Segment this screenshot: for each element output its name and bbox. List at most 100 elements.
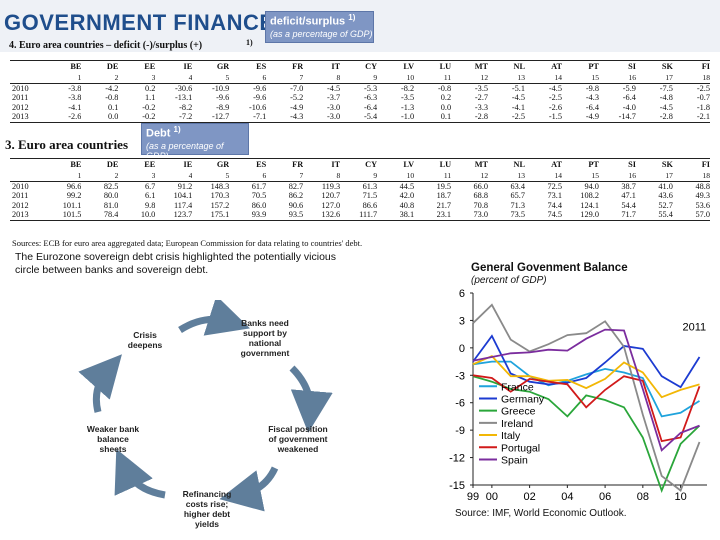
table-cell: -5.4 [340, 112, 378, 123]
column-number: 14 [525, 171, 562, 182]
y-tick-label: -3 [455, 370, 465, 382]
table-cell: -0.8 [437, 83, 452, 93]
arrow-right [289, 365, 333, 433]
table-cell: 170.3 [210, 191, 230, 200]
table-cell: 19.5 [436, 181, 452, 191]
column-header: DE [81, 60, 119, 73]
table-cell: -0.2 [142, 102, 156, 112]
table-cell: 78.4 [81, 210, 119, 221]
table-cell: 10.0 [118, 210, 156, 221]
legend-label: France [501, 381, 534, 393]
column-header: ES [229, 60, 267, 73]
caption: The Eurozone sovereign debt crisis highl… [15, 251, 337, 276]
column-number: 7 [266, 171, 304, 182]
table-cell: -6.4 [364, 102, 378, 112]
debt-callout-title: Debt [146, 127, 171, 140]
table-row: 2010 -3.8 -4.2 0.2 -30.6 -10.9 -9.6 -7.0 -4.5 -5.… [10, 83, 710, 93]
table-cell: 57.0 [672, 210, 710, 221]
page-title: GOVERNMENT FINANCE [4, 10, 275, 35]
table-cell: 123.7 [155, 210, 193, 221]
table-cell: -3.5 [474, 83, 489, 93]
debt-callout-sup: 1) [173, 125, 181, 134]
table-cell: 0.2 [144, 83, 156, 93]
column-header: AT [525, 158, 562, 171]
column-header: BE [44, 158, 82, 171]
table-cell: -3.7 [327, 93, 341, 102]
table-cell: 38.1 [377, 210, 415, 221]
column-header: LU [414, 60, 452, 73]
column-number: 2 [81, 171, 119, 182]
table-cell: 86.6 [362, 200, 378, 210]
deficit-callout: deficit/surplus 1) (as a percentage of G… [265, 11, 374, 43]
table-cell: 96.6 [66, 181, 82, 191]
table-cell: -0.8 [105, 93, 119, 102]
column-number: 16 [598, 73, 636, 84]
table-cell: 65.7 [510, 191, 526, 200]
debt-callout-subtitle: (as a percentage of GDP) [146, 141, 224, 161]
table-cell: -5.1 [511, 83, 526, 93]
table-cell: -14.7 [598, 112, 636, 123]
series-line-ireland [472, 303, 701, 492]
table-cell: 21.7 [436, 200, 452, 210]
column-number: 1 [44, 171, 82, 182]
table-cell: 70.5 [251, 191, 267, 200]
table-cell: 9.8 [144, 200, 156, 210]
legend-label: Germany [501, 393, 545, 405]
table-cell: -7.1 [229, 112, 267, 123]
column-number: 12 [451, 171, 489, 182]
table-cell: 129.0 [562, 210, 599, 221]
y-tick-label: -9 [455, 425, 465, 437]
column-number: 4 [155, 73, 193, 84]
table-cell: -8.2 [400, 83, 415, 93]
table-cell: 55.4 [635, 210, 673, 221]
column-number: 4 [155, 171, 193, 182]
column-number: 18 [672, 171, 710, 182]
column-number: 6 [229, 73, 267, 84]
table-cell: 99.2 [66, 191, 82, 200]
table-cell: 93.9 [229, 210, 267, 221]
chart-annotation: 2011 [682, 321, 706, 333]
table-header-row: BE DE EE IE GR ES FR IT CY LV LU MT NL AT PT SI SK FI [10, 158, 710, 171]
column-number: 10 [377, 171, 415, 182]
table-cell: 66.0 [473, 181, 489, 191]
column-header: NL [488, 158, 526, 171]
table-cell: -4.0 [622, 102, 636, 112]
table-cell: 70.8 [473, 200, 489, 210]
table-cell: 94.0 [584, 181, 599, 191]
column-header: FR [266, 60, 304, 73]
column-header: EE [118, 158, 156, 171]
table-cell: -1.3 [400, 102, 415, 112]
column-header: BE [44, 60, 82, 73]
y-tick-label: -6 [455, 398, 465, 410]
column-header: GR [192, 158, 230, 171]
chart-title: General Govenment Balance [471, 262, 628, 274]
table-cell: 104.1 [173, 191, 193, 200]
row-year: 2012 [12, 102, 29, 112]
table-cell: 73.0 [451, 210, 489, 221]
table-cell: -4.5 [511, 93, 526, 102]
table-cell: 74.4 [547, 200, 562, 210]
table-cell: 23.1 [414, 210, 452, 221]
table-corner [10, 158, 45, 171]
column-header: CY [340, 60, 378, 73]
table-cell: -5.9 [622, 83, 636, 93]
legend-label: Portugal [501, 442, 540, 454]
table-cell: -1.5 [525, 112, 562, 123]
table-cell: 0.0 [81, 112, 119, 123]
table-header-row: BE DE EE IE GR ES FR IT CY LV LU MT NL AT PT SI SK FI [10, 60, 710, 73]
table-cell: -10.9 [211, 83, 230, 93]
column-number: 11 [414, 73, 452, 84]
column-header: MT [451, 60, 489, 73]
table-cell: -4.9 [562, 112, 599, 123]
table-cell: 90.6 [288, 200, 304, 210]
table-cell: 0.0 [440, 102, 452, 112]
table-cell: 73.1 [547, 191, 562, 200]
column-header: MT [451, 158, 489, 171]
table-cell: -6.4 [622, 93, 636, 102]
column-header: LV [377, 158, 415, 171]
table-cell: 1.1 [144, 93, 156, 102]
column-header: FI [672, 60, 710, 73]
column-header: SK [635, 158, 673, 171]
table-cell: -8.2 [179, 102, 193, 112]
